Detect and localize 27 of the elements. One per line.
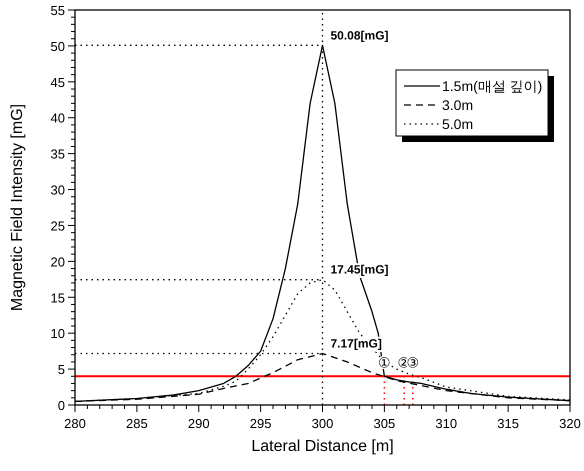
y-tick-label: 40	[50, 110, 65, 126]
y-tick-label: 45	[50, 74, 65, 90]
x-axis-title: Lateral Distance [m]	[251, 438, 394, 455]
y-tick-label: 0	[58, 398, 65, 413]
annotation: 50.08[mG]	[330, 28, 389, 42]
legend-label: 5.0m	[442, 116, 474, 132]
x-tick-label: 280	[64, 416, 86, 431]
y-tick-label: 10	[50, 326, 65, 342]
x-tick-label: 290	[188, 416, 210, 431]
x-tick-label: 320	[559, 416, 581, 431]
y-tick-label: 35	[50, 146, 65, 162]
x-tick-label: 295	[250, 416, 272, 431]
x-tick-label: 315	[497, 416, 519, 431]
x-tick-label: 285	[126, 416, 148, 431]
legend-label: 1.5m(매설 깊이)	[442, 78, 542, 94]
y-axis-title: Magnetic Field Intensity [mG]	[9, 104, 26, 312]
y-tick-label: 5	[58, 362, 65, 378]
y-tick-label: 55	[50, 3, 65, 18]
legend-label: 3.0m	[442, 97, 474, 113]
x-tick-label: 305	[374, 416, 396, 431]
y-tick-label: 25	[50, 218, 65, 234]
y-tick-label: 30	[50, 182, 65, 198]
x-tick-label: 300	[312, 416, 334, 431]
y-tick-label: 15	[50, 290, 65, 306]
y-tick-label: 20	[50, 254, 65, 270]
y-tick-label: 50	[50, 38, 65, 54]
x-tick-label: 310	[435, 416, 458, 431]
